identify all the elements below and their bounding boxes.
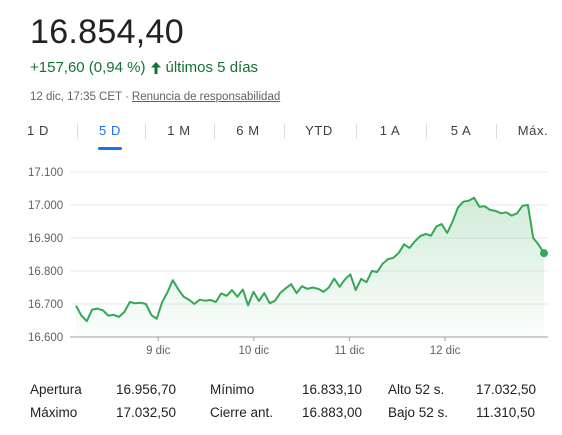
tab-divider xyxy=(496,124,497,139)
stats-table: Apertura 16.956,70 Mínimo 16.833,10 Alto… xyxy=(30,378,550,424)
tab-divider xyxy=(426,124,427,139)
y-tick-label: 17.000 xyxy=(28,200,63,212)
arrow-up-icon xyxy=(150,62,161,74)
x-tick-label: 9 dic xyxy=(146,345,171,357)
y-tick-label: 16.900 xyxy=(28,233,63,245)
price-chart[interactable]: 16.600 16.700 16.800 16.900 17.000 17.100 9 di… xyxy=(0,160,562,360)
tab-divider xyxy=(214,124,215,139)
tab-divider xyxy=(145,124,146,139)
change-period: últimos 5 días xyxy=(165,59,259,76)
tab-divider xyxy=(356,124,357,139)
stat-label-prev-close: Cierre ant. xyxy=(210,405,274,420)
tab-1m[interactable]: 1 M xyxy=(167,123,191,138)
tab-divider xyxy=(77,124,78,139)
stat-value-low: 16.833,10 xyxy=(302,382,363,397)
tab-5a[interactable]: 5 A xyxy=(450,123,472,138)
stat-value-prev-close: 16.883,00 xyxy=(302,405,363,420)
tab-divider xyxy=(284,124,285,139)
stat-label-open: Apertura xyxy=(30,382,82,397)
meta-row: 12 dic, 17:35 CET · Renuncia de responsabi… xyxy=(30,89,280,105)
meta-separator: · xyxy=(125,91,129,103)
stat-label-52w-high: Alto 52 s. xyxy=(388,382,445,397)
tab-1a[interactable]: 1 A xyxy=(379,123,401,138)
tab-ytd[interactable]: YTD xyxy=(305,123,333,138)
stat-label-high: Máximo xyxy=(30,405,78,420)
tab-max[interactable]: Máx. xyxy=(517,123,549,138)
x-tick-label: 11 dic xyxy=(335,345,365,357)
series-line xyxy=(75,196,545,323)
stats-row: Apertura 16.956,70 Mínimo 16.833,10 Alto… xyxy=(30,378,550,401)
stat-label-low: Mínimo xyxy=(210,382,255,397)
stat-value-open: 16.956,70 xyxy=(116,382,177,397)
stats-row: Máximo 17.032,50 Cierre ant. 16.883,00 B… xyxy=(30,401,550,424)
tab-6m[interactable]: 6 M xyxy=(236,123,260,138)
change-row: +157,60 (0,94 %) últimos 5 días xyxy=(30,58,258,78)
last-point-marker xyxy=(540,249,548,258)
range-tabs: 1 D 5 D 1 M 6 M YTD 1 A 5 A Máx. xyxy=(18,118,558,150)
x-tick-label: 12 dic xyxy=(430,345,461,357)
y-tick-label: 17.100 xyxy=(28,167,63,179)
y-tick-label: 16.800 xyxy=(28,266,63,278)
x-tick-label: 10 dic xyxy=(239,345,270,357)
price-value: 16.854,40 xyxy=(30,13,184,51)
stat-value-52w-high: 17.032,50 xyxy=(476,382,537,397)
y-tick-label: 16.600 xyxy=(28,332,63,344)
stat-value-52w-low: 11.310,50 xyxy=(476,405,536,420)
disclaimer-link[interactable]: Renuncia de responsabilidad xyxy=(131,91,281,103)
stat-label-52w-low: Bajo 52 s. xyxy=(388,405,449,420)
y-tick-label: 16.700 xyxy=(28,299,63,311)
tab-5d[interactable]: 5 D xyxy=(90,118,130,144)
stat-value-high: 17.032,50 xyxy=(116,405,177,420)
tab-1d[interactable]: 1 D xyxy=(26,123,50,138)
series-area xyxy=(76,197,544,337)
timestamp: 12 dic, 17:35 CET xyxy=(30,91,123,103)
change-value: +157,60 (0,94 %) xyxy=(30,59,146,76)
